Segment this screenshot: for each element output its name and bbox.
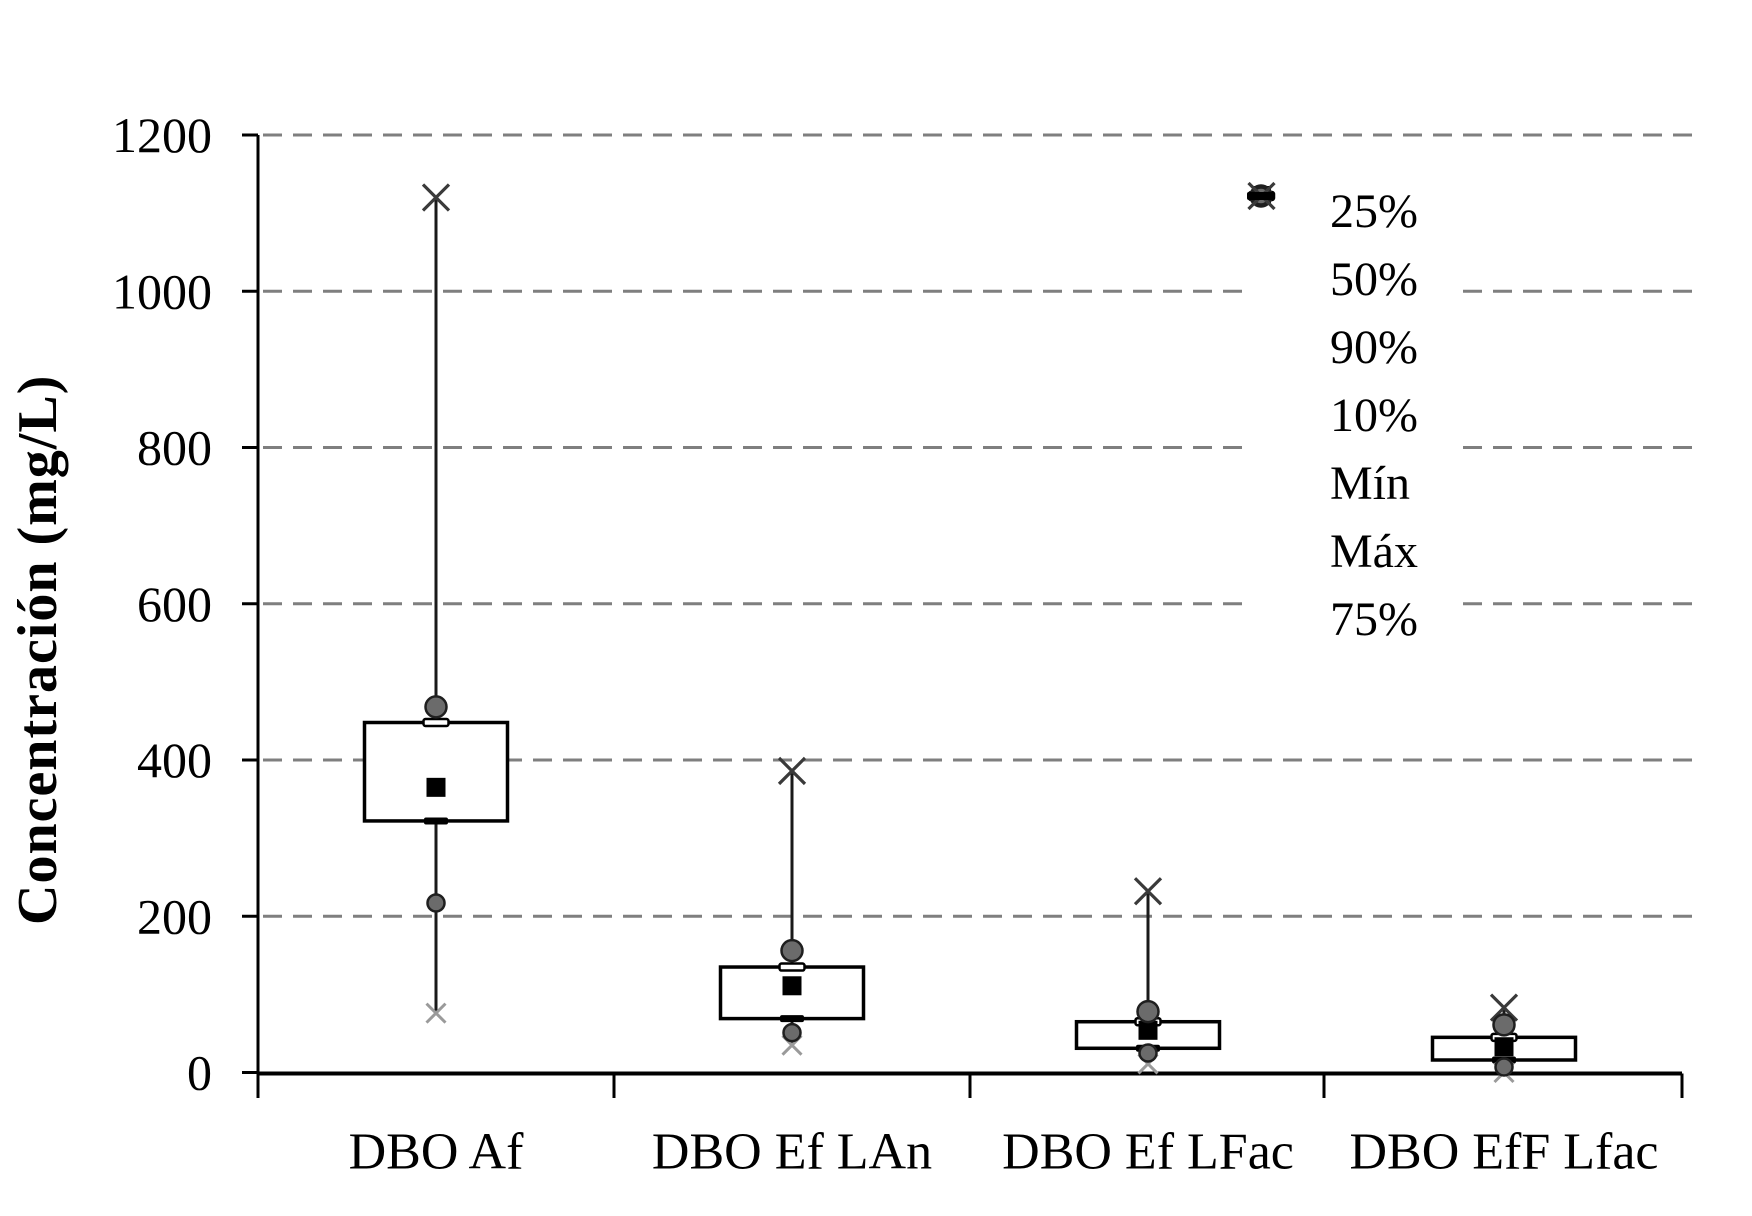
y-tick-label-400: 400 bbox=[137, 732, 212, 788]
legend-label: 25% bbox=[1330, 185, 1418, 238]
category-label-dbo-af: DBO Af bbox=[349, 1124, 524, 1181]
marker-p50-dbo-ef-lan bbox=[782, 976, 802, 996]
marker-p50-dbo-ef-lfac bbox=[1138, 1020, 1158, 1040]
marker-max-dbo-ef-lan bbox=[777, 756, 807, 786]
marker-p10-dbo-eff-lfac bbox=[1494, 1057, 1514, 1077]
y-tick-label-800: 800 bbox=[137, 420, 212, 476]
legend: 25% 50% 90% 10% Mín Máx 75% bbox=[1244, 178, 1460, 660]
x-light-icon bbox=[1250, 185, 1320, 502]
y-tick-label-600: 600 bbox=[137, 576, 212, 632]
y-tick-label-200: 200 bbox=[137, 888, 212, 944]
category-label-dbo-ef-lfac: DBO Ef LFac bbox=[1002, 1124, 1294, 1181]
legend-label: 90% bbox=[1330, 321, 1418, 374]
legend-label: 75% bbox=[1330, 593, 1418, 646]
y-tick-label-1200: 1200 bbox=[112, 107, 212, 163]
legend-label: Máx bbox=[1330, 525, 1418, 578]
y-tick-label-0: 0 bbox=[187, 1045, 212, 1101]
box-dbo-af bbox=[362, 720, 510, 823]
legend-label: 50% bbox=[1330, 253, 1418, 306]
marker-max-dbo-ef-lfac bbox=[1133, 877, 1163, 906]
legend-item-25pct: 25% bbox=[1244, 178, 1460, 246]
category-label-dbo-ef-lan: DBO Ef LAn bbox=[652, 1124, 932, 1181]
marker-p10-dbo-ef-lan bbox=[782, 1022, 802, 1043]
open-rect-icon bbox=[1247, 190, 1320, 230]
marker-p75-dbo-af bbox=[424, 817, 448, 825]
y-tick-label-1000: 1000 bbox=[112, 263, 212, 319]
category-label-dbo-eff-lfac: DBO EfF Lfac bbox=[1349, 1124, 1658, 1181]
marker-p50-dbo-eff-lfac bbox=[1494, 1037, 1514, 1057]
marker-p25-dbo-ef-lan bbox=[778, 962, 806, 972]
legend-item-90pct: 90% bbox=[1244, 184, 1460, 382]
marker-p90-dbo-ef-lan bbox=[780, 938, 804, 963]
marker-p50-dbo-af bbox=[426, 777, 446, 797]
legend-item-75pct: 75% bbox=[1244, 192, 1460, 654]
marker-p10-dbo-af bbox=[426, 893, 446, 913]
marker-p25-dbo-af bbox=[422, 717, 450, 728]
marker-max-dbo-af bbox=[421, 183, 451, 212]
legend-item-m-x: Máx bbox=[1244, 181, 1460, 586]
x-dark-icon bbox=[1247, 181, 1320, 570]
legend-label: Mín bbox=[1330, 457, 1411, 510]
marker-p10-dbo-ef-lfac bbox=[1138, 1043, 1158, 1063]
gray-circle-large-icon bbox=[1249, 184, 1320, 366]
marker-p90-dbo-ef-lfac bbox=[1136, 999, 1160, 1024]
filled-bar-icon bbox=[1247, 192, 1320, 638]
y-axis-title: Concentración (mg/L) bbox=[7, 374, 69, 926]
marker-max-dbo-eff-lfac bbox=[1489, 993, 1519, 1022]
filled-square-icon bbox=[1252, 186, 1320, 298]
legend-item-m-n: Mín bbox=[1244, 185, 1460, 518]
marker-p90-dbo-af bbox=[424, 695, 448, 719]
marker-min-dbo-af bbox=[425, 1002, 447, 1024]
legend-label: 10% bbox=[1330, 389, 1418, 442]
legend-item-50pct: 50% bbox=[1244, 186, 1460, 314]
marker-p75-dbo-ef-lan bbox=[780, 1015, 804, 1023]
marker-p90-dbo-eff-lfac bbox=[1492, 1013, 1516, 1037]
gray-circle-small-icon bbox=[1251, 186, 1320, 434]
legend-item-10pct: 10% bbox=[1244, 186, 1460, 450]
